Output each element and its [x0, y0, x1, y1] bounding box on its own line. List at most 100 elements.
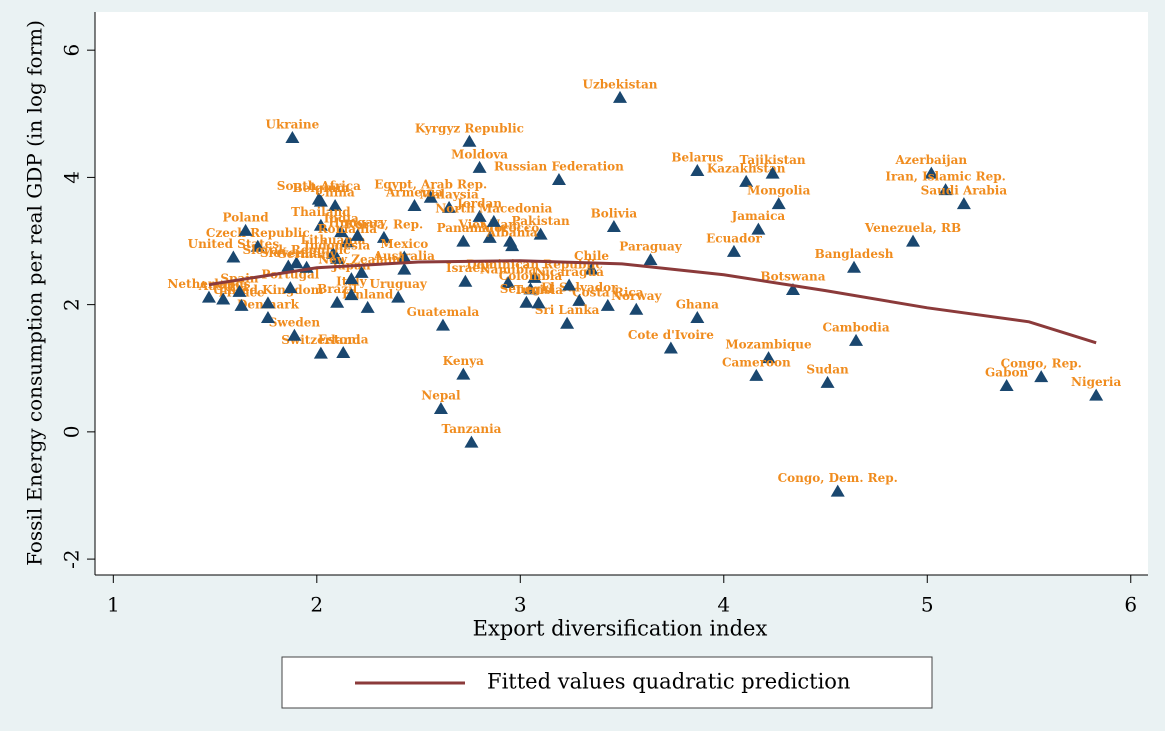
marker: [1089, 388, 1104, 401]
point-label: India: [324, 212, 359, 226]
point-label: South Africa: [277, 179, 361, 193]
marker: [376, 230, 391, 243]
marker: [751, 222, 766, 235]
point-label: Panama: [437, 221, 491, 235]
marker: [606, 220, 621, 233]
marker: [360, 300, 375, 313]
marker: [216, 292, 231, 305]
point-label: Romania: [318, 222, 378, 236]
point-label: Lithuania: [301, 233, 366, 247]
point-label: Ghana: [676, 297, 719, 311]
y-tick-label: 2: [60, 298, 84, 311]
y-tick-label: -2: [60, 549, 84, 568]
point-label: Sri Lanka: [535, 303, 600, 317]
point-label: Israel: [446, 261, 485, 275]
x-tick-label: 6: [1124, 593, 1137, 617]
point-label: Congo, Rep.: [1001, 357, 1082, 371]
x-tick-label: 4: [717, 593, 730, 617]
marker: [482, 230, 497, 243]
marker: [464, 435, 479, 448]
point-label: Botswana: [760, 270, 825, 284]
point-label: Switzerland: [281, 333, 361, 347]
point-label: Nepal: [421, 388, 461, 402]
point-label: Ecuador: [706, 231, 762, 245]
x-tick-label: 2: [310, 593, 323, 617]
marker: [435, 318, 450, 331]
marker: [523, 282, 538, 295]
point-label: Costa Rica: [572, 285, 644, 299]
marker: [629, 302, 644, 315]
marker: [334, 225, 349, 238]
point-label: Sweden: [269, 315, 321, 329]
y-tick-label: 4: [60, 171, 84, 184]
point-label: Hungary: [328, 215, 387, 229]
point-label: El Salvador: [541, 280, 618, 294]
marker: [354, 265, 369, 278]
marker: [527, 270, 542, 283]
marker: [505, 239, 520, 252]
marker: [281, 259, 296, 272]
marker: [423, 190, 438, 203]
marker: [999, 379, 1014, 392]
marker: [765, 166, 780, 179]
marker: [391, 290, 406, 303]
marker: [761, 351, 776, 364]
marker: [458, 274, 473, 287]
marker: [551, 172, 566, 185]
marker: [785, 283, 800, 296]
marker: [830, 484, 845, 497]
marker: [938, 183, 953, 196]
marker: [533, 227, 548, 240]
point-label: Pakistan: [512, 214, 570, 228]
marker: [285, 130, 300, 143]
point-label: Cambodia: [822, 320, 889, 334]
point-label: Jamaica: [731, 209, 786, 223]
point-label: Poland: [223, 210, 270, 224]
x-axis-title: Export diversification index: [473, 617, 768, 641]
y-axis-title: Fossil Energy consumption per real GDP (…: [23, 20, 47, 566]
marker: [726, 244, 741, 257]
marker: [340, 235, 355, 248]
marker: [238, 223, 253, 236]
marker: [739, 174, 754, 187]
marker: [289, 256, 304, 269]
point-label: Indonesia: [304, 238, 370, 252]
point-label: Slovak Republic: [242, 243, 350, 257]
point-label: Jordan: [456, 196, 502, 210]
point-label: Albania: [486, 226, 538, 240]
marker: [560, 316, 575, 329]
marker: [313, 194, 328, 207]
marker: [397, 262, 412, 275]
marker: [328, 199, 343, 212]
marker: [849, 333, 864, 346]
marker: [344, 272, 359, 285]
point-label: Austria: [198, 279, 248, 293]
point-label: Kenya: [443, 354, 484, 368]
point-label: Cote d'Ivoire: [628, 328, 714, 342]
point-label: Mexico: [380, 237, 428, 251]
marker: [600, 298, 615, 311]
marker: [820, 375, 835, 388]
marker: [336, 345, 351, 358]
point-label: Armenia: [385, 186, 443, 200]
point-label: Sudan: [806, 362, 849, 376]
marker: [572, 293, 587, 306]
fit-line: [208, 259, 1097, 345]
marker: [350, 228, 365, 241]
marker: [260, 310, 275, 323]
marker: [456, 234, 471, 247]
marker: [519, 295, 534, 308]
point-label: Belgium: [293, 181, 350, 195]
point-label: Estonia: [318, 332, 369, 346]
marker: [643, 253, 658, 266]
marker: [472, 209, 487, 222]
marker: [234, 298, 249, 311]
marker: [226, 250, 241, 263]
marker: [1034, 370, 1049, 383]
point-label: Brazil: [317, 282, 358, 296]
marker: [663, 341, 678, 354]
point-label: Bangladesh: [815, 247, 894, 261]
point-label: Senegal: [500, 282, 554, 296]
point-label: Korea, Rep.: [345, 217, 423, 231]
